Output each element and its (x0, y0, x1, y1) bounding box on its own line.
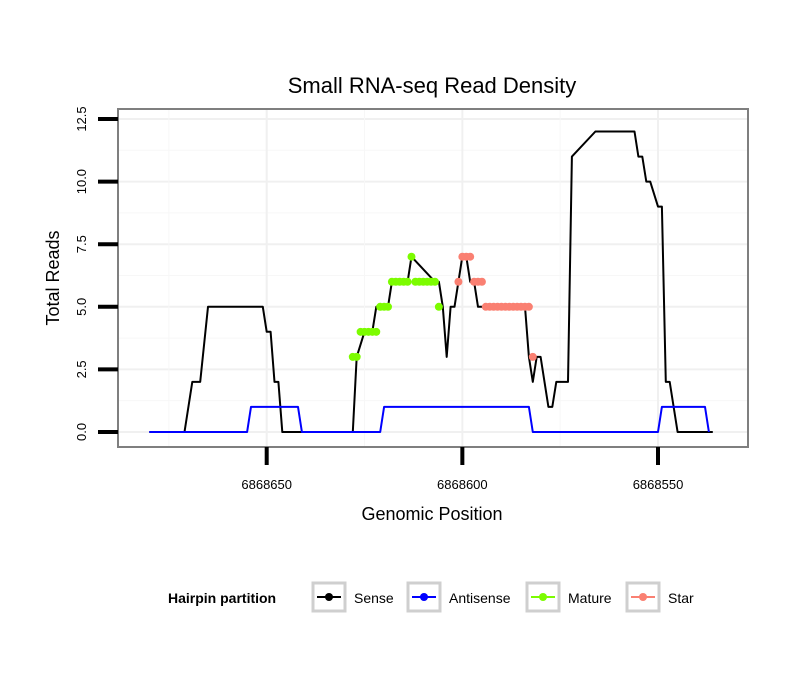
axis-layer: 0.0 2.5 5.0 7.5 10.0 12.5 6868650 6868600 686855… (74, 106, 683, 492)
series-antisense (149, 405, 710, 433)
legend-key-point-star (639, 593, 647, 601)
legend-key-point-sense (325, 593, 333, 601)
data-point-star (524, 302, 533, 311)
legend-item-sense: Sense (311, 581, 394, 613)
series-line-antisense (149, 405, 710, 433)
data-point-star (466, 252, 475, 261)
x-axis-title: Genomic Position (361, 504, 502, 524)
legend-label-mature: Mature (568, 590, 612, 606)
data-point-star (477, 277, 486, 286)
legend: Hairpin partition Sense Antisense Mature St… (168, 581, 694, 613)
plot-grid (118, 109, 748, 447)
y-tick-label: 5.0 (74, 298, 89, 316)
legend-label-sense: Sense (354, 590, 394, 606)
legend-label-antisense: Antisense (449, 590, 511, 606)
y-tick-label: 2.5 (74, 360, 89, 378)
legend-item-antisense: Antisense (406, 581, 511, 613)
x-tick-label: 6868550 (633, 477, 684, 492)
legend-label-star: Star (668, 590, 694, 606)
y-tick-label: 10.0 (74, 169, 89, 194)
legend-key-point-mature (539, 593, 547, 601)
x-tick-label: 6868650 (241, 477, 292, 492)
legend-item-star: Star (625, 581, 694, 613)
legend-title: Hairpin partition (168, 590, 276, 606)
chart-title: Small RNA-seq Read Density (288, 73, 577, 98)
y-tick-label: 12.5 (74, 106, 89, 131)
legend-key-point-antisense (420, 593, 428, 601)
plot-panel (117, 108, 749, 448)
data-point-mature (352, 352, 361, 361)
data-point-mature (403, 277, 412, 286)
data-point-mature (372, 327, 381, 336)
data-point-mature (384, 302, 392, 311)
data-point-mature (430, 277, 439, 286)
x-tick-label: 6868600 (437, 477, 488, 492)
y-tick-label: 0.0 (74, 423, 89, 441)
data-point-mature (407, 252, 416, 261)
series-layer (149, 130, 713, 433)
y-tick-label: 7.5 (74, 235, 89, 253)
y-axis-title: Total Reads (43, 230, 63, 325)
series-star (454, 252, 537, 361)
legend-item-mature: Mature (525, 581, 612, 613)
series-mature (348, 252, 443, 361)
data-point-mature (434, 302, 443, 311)
data-point-star (528, 352, 537, 361)
data-point-star (454, 277, 463, 286)
